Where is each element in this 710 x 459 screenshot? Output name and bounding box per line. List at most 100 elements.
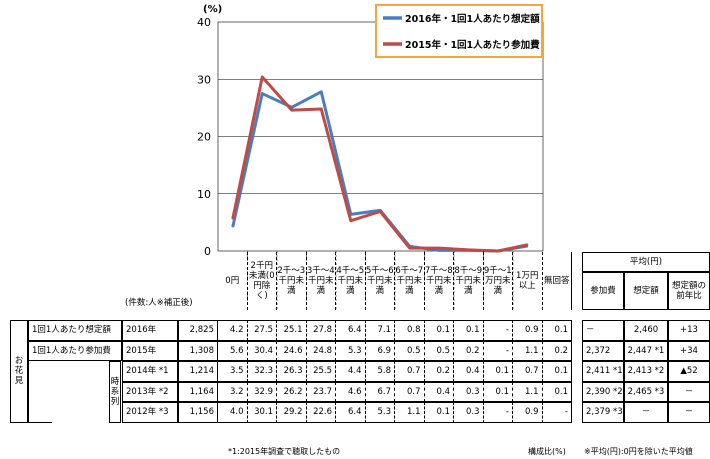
row-value: 5.8 <box>365 361 395 382</box>
row-avg-value: 2,390 *2 <box>582 381 624 402</box>
data-point <box>261 92 263 95</box>
avg-col-header: 想定額 <box>624 272 668 310</box>
y-tick-label: 30 <box>197 73 211 86</box>
column-header: 4千～5千円未満 <box>336 252 366 310</box>
row-value: 24.6 <box>277 340 307 361</box>
y-tick-label: 10 <box>197 188 211 201</box>
row-count: 1,308 <box>178 340 218 361</box>
row-avg-value: 2,372 <box>582 340 624 361</box>
row-value: 0.5 <box>424 340 454 361</box>
row-value: 0.8 <box>395 320 425 341</box>
row-year: 2015年 <box>122 340 178 361</box>
avg-col-header: 参加費 <box>582 272 624 310</box>
column-header: 9千～1万円未満 <box>484 252 513 310</box>
group-series-label: 時系列 <box>109 361 121 423</box>
y-axis-label: (%) <box>203 4 222 15</box>
legend: 2016年・1回1人あたり想定額 2015年・1回1人あたり参加費 <box>375 4 543 58</box>
row-value: 0.5 <box>395 340 425 361</box>
row-value: 6.4 <box>336 402 366 423</box>
footnote-mid: 構成比(%) <box>528 447 566 456</box>
row-avg-value: 2,465 *3 <box>624 381 668 402</box>
side-label: お花見 <box>10 320 28 423</box>
column-header: 2千～3千円未満 <box>277 252 307 310</box>
row-value: 1.1 <box>395 402 425 423</box>
y-tick-label: 40 <box>197 16 211 29</box>
row-avg-value: － <box>582 320 624 341</box>
row-avg-value: +13 <box>668 320 710 341</box>
data-point <box>438 249 440 252</box>
footnote-right: ※平均(円):0円を除いた平均値 <box>584 447 693 456</box>
data-point <box>232 218 234 220</box>
legend-label-2015: 2015年・1回1人あたり参加費 <box>405 39 540 51</box>
legend-box <box>375 4 543 58</box>
row-value: 0.1 <box>454 320 484 341</box>
row-avg-value: 2,413 *2 <box>624 361 668 382</box>
row-value: 26.2 <box>277 381 307 402</box>
row-value: 6.9 <box>365 340 395 361</box>
row-avg-value: ▲52 <box>668 361 710 382</box>
row-count: 1,156 <box>178 402 218 423</box>
row-count: 2,825 <box>178 320 218 341</box>
row-value: - <box>483 320 513 341</box>
row-avg-value: 2,460 <box>624 320 668 341</box>
column-header: 2千円未満(0円除く) <box>248 252 277 310</box>
row-value: 0.1 <box>424 320 454 341</box>
row-value: 27.5 <box>247 320 277 341</box>
row-value: - <box>483 340 513 361</box>
row-value: 0.9 <box>513 320 543 341</box>
row-value: 32.9 <box>247 381 277 402</box>
row-value: 23.7 <box>306 381 336 402</box>
row-count: 1,164 <box>178 381 218 402</box>
row-avg-value: 2,411 *1 <box>582 361 624 382</box>
row-avg-value: － <box>668 381 710 402</box>
data-point <box>350 220 352 222</box>
column-header: 8千～9千円未満 <box>454 252 484 310</box>
y-tick-label: 20 <box>197 131 211 144</box>
row-avg-value: +34 <box>668 340 710 361</box>
row-avg-value: － <box>668 402 710 423</box>
data-point <box>261 76 263 78</box>
row-value: 0.4 <box>454 361 484 382</box>
data-point <box>527 244 529 246</box>
row-value: 22.6 <box>306 402 336 423</box>
row-value: 0.1 <box>483 361 513 382</box>
row-value: 0.1 <box>542 381 572 402</box>
row-value: 25.1 <box>277 320 307 341</box>
row-value: 0.3 <box>454 381 484 402</box>
data-point <box>291 109 293 111</box>
row-value: 0.1 <box>542 320 572 341</box>
row-value: 4.6 <box>336 381 366 402</box>
row-year: 2014年 *1 <box>122 361 178 382</box>
avg-header: 平均(円) <box>582 252 710 272</box>
row-value: 30.1 <box>247 402 277 423</box>
row-value: 0.3 <box>454 402 484 423</box>
avg-col-header: 想定額の前年比 <box>668 272 710 310</box>
row-value: 7.1 <box>365 320 395 341</box>
row-value: 0.9 <box>513 402 543 423</box>
column-header: 3千～4千円未満 <box>307 252 336 310</box>
row-value: 26.3 <box>277 361 307 382</box>
row-avg-value: 2,447 *1 <box>624 340 668 361</box>
footnote-left: *1:2015年調査で聴取したもの <box>228 447 341 456</box>
row-value: 0.1 <box>483 381 513 402</box>
row-value: 27.8 <box>306 320 336 341</box>
row-value: 5.3 <box>336 340 366 361</box>
row-value: 4.4 <box>336 361 366 382</box>
count-header: (件数:人※補正後) <box>125 298 193 308</box>
row-value: 0.7 <box>395 361 425 382</box>
row-value: 5.3 <box>365 402 395 423</box>
row-value: 1.1 <box>513 381 543 402</box>
row-value: 0.1 <box>424 402 454 423</box>
row-value: 29.2 <box>277 402 307 423</box>
row-value: 6.7 <box>365 381 395 402</box>
row-value: 25.5 <box>306 361 336 382</box>
row-value: 30.4 <box>247 340 277 361</box>
column-header: 7千～8千円未満 <box>425 252 454 310</box>
row-label: 1回1人あたり想定額 <box>28 320 122 341</box>
data-point <box>409 247 411 249</box>
row-count: 1,214 <box>178 361 218 382</box>
column-header: 1万円以上 <box>513 252 543 310</box>
row-value: 1.1 <box>513 340 543 361</box>
row-avg-value: － <box>624 402 668 423</box>
row-label: 1回1人あたり参加費 <box>28 340 122 361</box>
